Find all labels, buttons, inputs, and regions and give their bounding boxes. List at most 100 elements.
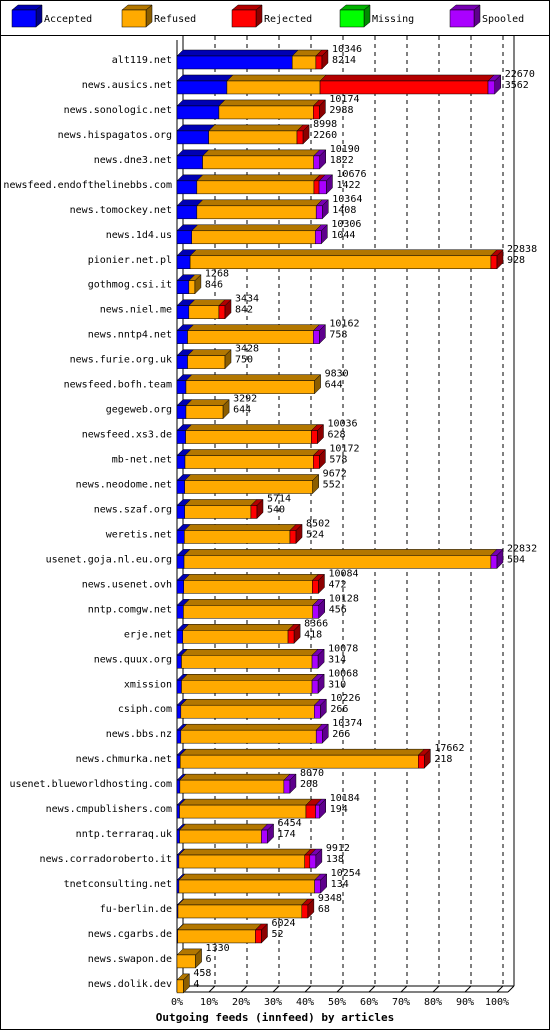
x-tick [368, 985, 376, 993]
bar-segment [291, 55, 317, 70]
bar-side [317, 673, 325, 694]
host-label: news.dolik.dev [88, 979, 172, 990]
accepted-label: 842 [235, 305, 253, 316]
bar-segment [176, 380, 187, 394]
bar-segment [185, 405, 224, 419]
bar-segment [313, 155, 320, 170]
bar-segment [196, 180, 315, 195]
offered-label: 10174 [329, 94, 359, 105]
accepted-label: 208 [300, 779, 318, 790]
bar-segment [176, 630, 184, 644]
x-tick-label: 60% [360, 997, 378, 1008]
accepted-label: 552 [323, 479, 341, 490]
accepted-label: 174 [278, 829, 296, 840]
bar-top [182, 624, 295, 631]
x-tick [336, 985, 344, 993]
accepted-label: 266 [332, 729, 350, 740]
bar-segment [311, 655, 319, 669]
bar-top [208, 124, 304, 132]
bar-side [256, 498, 264, 520]
bar-side [224, 299, 232, 320]
x-tick [464, 985, 472, 993]
bar-side [293, 623, 301, 644]
offered-label: 9830 [325, 369, 349, 380]
bar-side [261, 923, 268, 944]
bar-segment [176, 779, 181, 794]
bar-segment [176, 55, 293, 70]
host-label: xmission [124, 679, 172, 690]
x-tick-label: 0% [171, 997, 183, 1008]
host-label: weretis.net [106, 529, 172, 540]
host-label: news.neodome.net [76, 479, 172, 490]
x-tick-label: 20% [232, 997, 250, 1008]
bar-side [322, 723, 329, 744]
bar-segment [176, 405, 187, 419]
bar-segment [176, 105, 220, 120]
x-tick [400, 985, 408, 993]
accepted-label: 134 [331, 879, 349, 890]
bar-segment [176, 854, 180, 869]
bar-side [320, 873, 327, 894]
offered-label: 10084 [328, 568, 358, 579]
bar-segment [184, 455, 314, 469]
bar-segment [218, 105, 314, 120]
bar-segment [313, 180, 320, 195]
bar-top [183, 549, 498, 556]
accepted-label: 4 [193, 979, 199, 990]
bar-segment [176, 430, 186, 444]
accepted-label: 418 [304, 629, 322, 640]
offered-label: 8366 [304, 618, 328, 629]
legend-label: Missing [372, 14, 414, 25]
bar-segment [312, 580, 319, 594]
bar-segment [176, 280, 190, 294]
host-label: news.1d4.us [106, 230, 172, 241]
bar-segment [182, 630, 289, 644]
bar-segment [179, 804, 307, 819]
host-label: mb-net.net [112, 455, 172, 466]
bar-segment [176, 580, 184, 594]
bar-side [307, 898, 315, 919]
bar-side [320, 698, 327, 719]
bar-side [302, 124, 310, 145]
bar-segment [178, 854, 305, 869]
bar-side [424, 748, 431, 769]
bar-top [196, 174, 321, 182]
bar-top [179, 773, 291, 781]
bar-top [182, 599, 320, 606]
x-tick-label: 10% [200, 997, 218, 1008]
offered-label: 1330 [206, 943, 230, 954]
bar-segment [487, 80, 496, 95]
bar-segment [490, 555, 498, 569]
host-label: news.hispagatos.org [58, 130, 172, 141]
bar-side [317, 648, 325, 669]
accepted-label: 928 [507, 255, 525, 266]
bar-segment [176, 130, 209, 145]
offered-label: 17662 [434, 743, 464, 754]
bar-segment [289, 530, 297, 544]
bar-segment [179, 829, 262, 844]
accepted-label: 3562 [505, 80, 529, 91]
bar-segment [176, 605, 184, 619]
host-label: news.szaf.org [94, 504, 172, 515]
host-label: news.cmpublishers.com [46, 804, 172, 815]
offered-label: 6024 [271, 918, 295, 929]
bar-side [312, 473, 319, 495]
bar-side [319, 324, 326, 345]
bar-top [185, 424, 319, 431]
legend-label: Accepted [44, 14, 92, 25]
host-label: news.nntp4.net [88, 330, 172, 341]
bar-segment [218, 305, 226, 319]
offered-label: 10128 [329, 593, 359, 604]
offered-label: 10078 [328, 643, 358, 654]
host-label: news.corradoroberto.it [40, 854, 172, 865]
bar-segment [261, 829, 268, 844]
accepted-label: 2260 [313, 130, 337, 141]
host-label: news.niel.me [100, 305, 172, 316]
offered-label: 10184 [330, 793, 360, 804]
legend-label: Rejected [264, 14, 312, 25]
bar-top [180, 723, 323, 731]
bar-segment [315, 55, 323, 70]
accepted-label: 52 [271, 929, 283, 940]
bar-segment [176, 205, 198, 220]
bar-top [179, 748, 425, 756]
